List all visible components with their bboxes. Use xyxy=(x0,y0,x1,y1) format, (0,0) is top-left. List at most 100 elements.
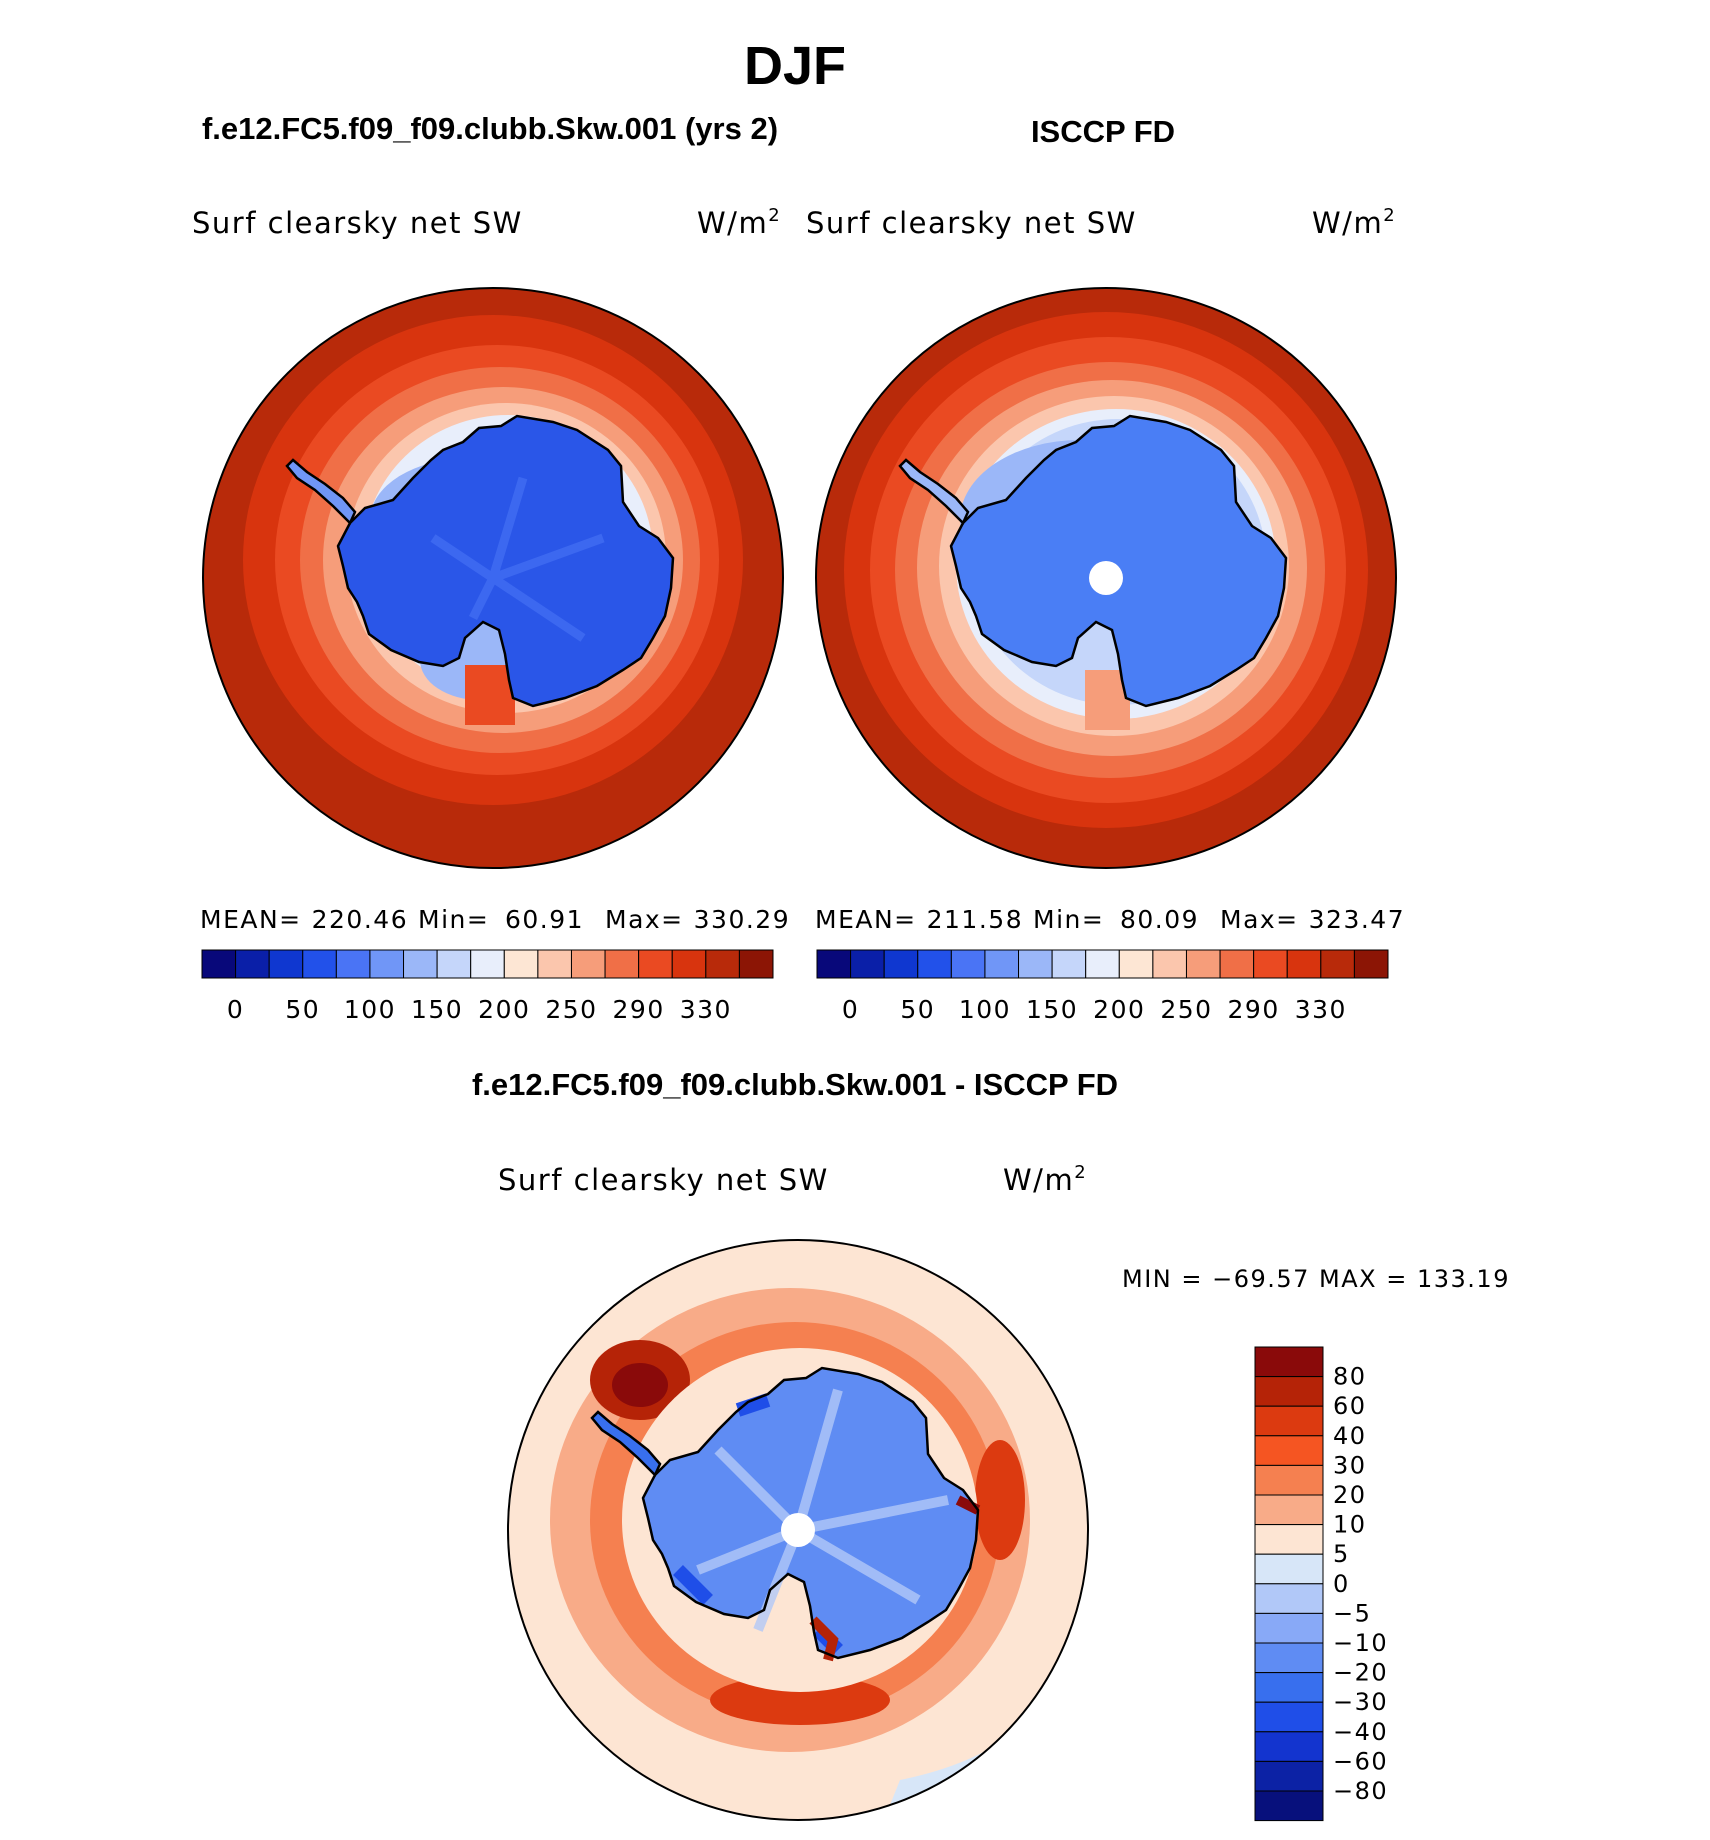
colorbar-tick-label: 330 xyxy=(680,995,732,1024)
colorbar-swatch xyxy=(1254,1346,1324,1378)
colorbar-tick-label: 250 xyxy=(545,995,597,1024)
colorbar-swatch xyxy=(1051,949,1087,979)
colorbar-swatch xyxy=(403,949,438,979)
colorbar-swatch xyxy=(1254,1553,1324,1585)
colorbar-tick-label: 20 xyxy=(1333,1481,1367,1509)
colorbar-swatch xyxy=(1185,949,1221,979)
colorbar-tick-label: −80 xyxy=(1333,1777,1388,1805)
colorbar-swatch xyxy=(1286,949,1322,979)
colorbar-swatch xyxy=(1254,1494,1324,1526)
colorbar-swatch xyxy=(1254,1612,1324,1644)
colorbar-swatch xyxy=(883,949,919,979)
colorbar-tick-label: −10 xyxy=(1333,1629,1388,1657)
colorbar-swatch xyxy=(638,949,673,979)
model-colorbar: 0 50 100 150 200 250 290 330 xyxy=(201,949,774,1024)
colorbar-swatch xyxy=(1254,1731,1324,1762)
colorbar-swatch xyxy=(1254,1376,1324,1407)
obs-polar-map xyxy=(815,287,1397,869)
colorbar-swatch xyxy=(738,949,774,979)
colorbar-tick-label: 50 xyxy=(900,995,935,1024)
colorbar-tick-label: 250 xyxy=(1160,995,1212,1024)
colorbar-tick-label: 100 xyxy=(344,995,396,1024)
colorbar-swatch xyxy=(302,949,337,979)
colorbar-swatch xyxy=(1320,949,1355,979)
colorbar-swatch xyxy=(604,949,640,979)
colorbar-tick-label: 80 xyxy=(1333,1363,1367,1391)
obs-panel-title: ISCCP FD xyxy=(1031,114,1175,149)
colorbar-swatch xyxy=(235,949,270,979)
colorbar-swatch xyxy=(1152,949,1187,979)
colorbar-swatch xyxy=(436,949,472,979)
colorbar-swatch xyxy=(1254,1405,1324,1437)
colorbar-tick-label: 30 xyxy=(1333,1451,1367,1479)
colorbar-swatch xyxy=(984,949,1020,979)
colorbar-tick-label: 0 xyxy=(227,995,244,1024)
colorbar-swatch xyxy=(1254,1435,1324,1466)
model-polar-map xyxy=(202,287,784,869)
colorbar-swatch xyxy=(1254,1760,1324,1792)
difference-title: f.e12.FC5.f09_f09.clubb.Skw.001 - ISCCP … xyxy=(472,1067,1118,1102)
colorbar-swatch xyxy=(369,949,405,979)
difference-units-label: W/m2 xyxy=(1003,1162,1087,1197)
obs-variable-label: Surf clearsky net SW xyxy=(806,206,1137,240)
colorbar-swatch xyxy=(1353,949,1389,979)
colorbar-swatch xyxy=(1254,1583,1324,1614)
colorbar-swatch xyxy=(570,949,606,979)
colorbar-tick-label: 100 xyxy=(959,995,1011,1024)
colorbar-tick-label: −30 xyxy=(1333,1688,1388,1716)
difference-polar-map xyxy=(507,1239,1089,1821)
model-variable-label: Surf clearsky net SW xyxy=(192,206,523,240)
difference-variable-label: Surf clearsky net SW xyxy=(498,1163,829,1197)
colorbar-tick-label: 50 xyxy=(285,995,320,1024)
obs-units-label: W/m2 xyxy=(1312,205,1396,240)
colorbar-swatch xyxy=(1254,1464,1324,1496)
colorbar-tick-label: 200 xyxy=(1093,995,1145,1024)
colorbar-swatch xyxy=(917,949,952,979)
obs-stats: MEAN= 211.58 Min= 80.09 Max= 323.47 xyxy=(815,905,1405,934)
colorbar-swatch xyxy=(1254,1672,1324,1703)
model-stats: MEAN= 220.46 Min= 60.91 Max= 330.29 xyxy=(200,905,790,934)
difference-min-max: MIN = −69.57 MAX = 133.19 xyxy=(1122,1265,1510,1293)
colorbar-swatch xyxy=(705,949,740,979)
colorbar-swatch xyxy=(1118,949,1154,979)
colorbar-tick-label: 5 xyxy=(1333,1540,1350,1568)
model-panel-title: f.e12.FC5.f09_f09.clubb.Skw.001 (yrs 2) xyxy=(202,111,778,146)
colorbar-tick-label: 0 xyxy=(842,995,859,1024)
colorbar-tick-label: 150 xyxy=(411,995,463,1024)
colorbar-swatch xyxy=(950,949,986,979)
colorbar-tick-label: 200 xyxy=(478,995,530,1024)
colorbar-tick-label: −5 xyxy=(1333,1599,1371,1627)
colorbar-tick-label: 150 xyxy=(1026,995,1078,1024)
colorbar-swatch xyxy=(335,949,371,979)
obs-colorbar: 0 50 100 150 200 250 290 330 xyxy=(816,949,1389,1024)
colorbar-swatch xyxy=(1254,1790,1324,1822)
colorbar-tick-label: 40 xyxy=(1333,1422,1367,1450)
model-units-label: W/m2 xyxy=(697,205,781,240)
colorbar-swatch xyxy=(537,949,572,979)
colorbar-tick-label: −40 xyxy=(1333,1718,1388,1746)
season-title: DJF xyxy=(744,36,846,96)
colorbar-swatch xyxy=(470,949,505,979)
colorbar-tick-label: −20 xyxy=(1333,1659,1388,1687)
colorbar-swatch xyxy=(201,949,237,979)
colorbar-tick-label: 330 xyxy=(1295,995,1347,1024)
colorbar-swatch xyxy=(503,949,539,979)
colorbar-swatch xyxy=(1219,949,1255,979)
colorbar-swatch xyxy=(1085,949,1120,979)
colorbar-swatch xyxy=(1254,1524,1324,1555)
colorbar-tick-label: 290 xyxy=(613,995,665,1024)
colorbar-tick-label: 10 xyxy=(1333,1511,1367,1539)
colorbar-swatch xyxy=(1254,1642,1324,1674)
colorbar-swatch xyxy=(671,949,707,979)
colorbar-tick-label: −60 xyxy=(1333,1747,1388,1775)
colorbar-swatch xyxy=(1253,949,1288,979)
colorbar-swatch xyxy=(268,949,304,979)
colorbar-tick-label: 290 xyxy=(1228,995,1280,1024)
colorbar-swatch xyxy=(816,949,852,979)
colorbar-tick-label: 60 xyxy=(1333,1392,1367,1420)
colorbar-tick-label: 0 xyxy=(1333,1570,1350,1598)
colorbar-swatch xyxy=(850,949,885,979)
colorbar-swatch xyxy=(1254,1701,1324,1733)
